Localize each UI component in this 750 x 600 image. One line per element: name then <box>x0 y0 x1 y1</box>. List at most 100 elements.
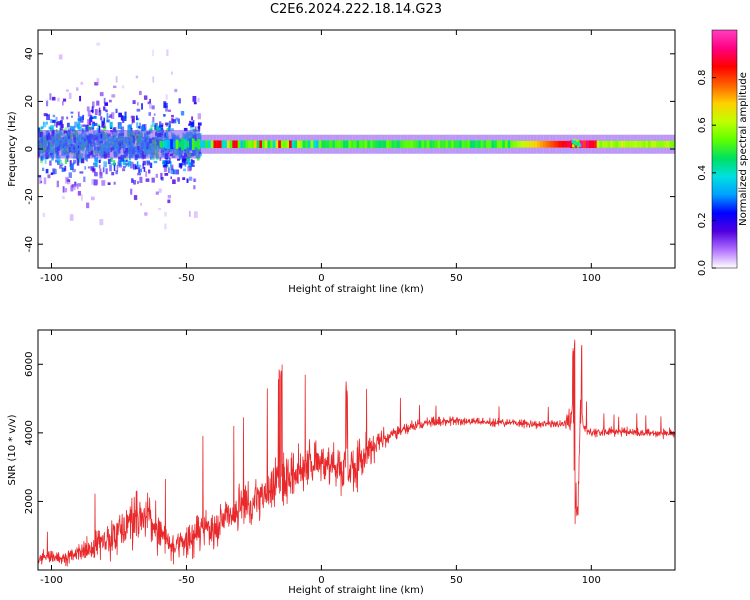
spectrogram-cell <box>168 120 171 128</box>
spectrogram-cell <box>137 172 142 176</box>
spectrogram-cell <box>170 176 172 179</box>
spectrogram-cell <box>496 140 500 149</box>
spectrogram-cell <box>161 124 164 131</box>
spectrogram-cell <box>70 111 74 114</box>
spectrogram-cell <box>218 140 222 149</box>
spectrogram-cell <box>324 140 327 149</box>
spectrogram-cell <box>577 140 580 144</box>
spectrogram-y-tick-label: 0 <box>24 146 35 152</box>
spectrogram-cell <box>178 98 181 104</box>
spectrogram-cell <box>123 116 127 122</box>
spectrogram-cell <box>205 140 209 149</box>
spectrogram-cell <box>226 140 230 149</box>
spectrogram-cell <box>402 140 406 149</box>
spectrogram-cell <box>73 159 77 164</box>
spectrogram-cell <box>615 140 619 148</box>
spectrogram-cell <box>488 140 492 149</box>
spectrogram-cell <box>171 114 174 118</box>
spectrogram-cell <box>80 81 84 85</box>
spectrogram-cell <box>183 139 187 150</box>
spectrogram-cell <box>73 185 76 191</box>
spectrogram-cell <box>122 119 125 123</box>
spectrogram-cell <box>193 185 196 190</box>
spectrogram-cell <box>197 125 201 132</box>
spectrogram-cell <box>461 140 465 149</box>
spectrogram-cell <box>307 140 311 149</box>
spectrogram-cell <box>591 140 595 149</box>
spectrogram-cell <box>118 112 122 118</box>
spectrogram-cell <box>664 140 668 148</box>
spectrogram-cell <box>93 115 97 119</box>
spectrogram-cell <box>136 102 139 106</box>
snr-x-label: Height of straight line (km) <box>288 585 424 596</box>
spectrogram-cell <box>55 121 58 128</box>
spectrogram-cell <box>134 165 139 170</box>
spectrogram-cell <box>113 85 117 89</box>
spectrogram-cell <box>43 121 47 128</box>
spectrogram-cell <box>645 140 649 148</box>
spectrogram-cell <box>480 140 484 149</box>
spectrogram-cell <box>567 140 570 148</box>
spectrogram-cell <box>109 129 113 159</box>
spectrogram-cell <box>136 108 141 112</box>
spectrogram-cell <box>128 129 132 159</box>
spectrogram-cell <box>67 182 71 185</box>
spectrogram-cell <box>131 115 136 123</box>
spectrogram-cell <box>64 158 68 165</box>
spectrogram-cell <box>299 140 303 149</box>
spectrogram-cell <box>154 129 158 159</box>
spectrogram-cell <box>137 181 139 185</box>
spectrogram-cell <box>39 177 42 184</box>
spectrogram-cell <box>599 140 603 148</box>
spectrogram-cell <box>88 114 93 117</box>
spectrogram-cell <box>108 99 112 103</box>
spectrogram-cell <box>136 161 139 169</box>
spectrogram-cell <box>157 129 162 159</box>
spectrogram-cell <box>171 71 173 75</box>
spectrogram-cell <box>185 156 189 159</box>
spectrogram-cell <box>175 139 179 149</box>
spectrogram-cell <box>186 178 189 183</box>
spectrogram-cell <box>111 112 115 119</box>
spectrogram-cell <box>122 168 126 172</box>
spectrogram-cell <box>80 157 85 164</box>
spectrogram-cell <box>118 160 122 166</box>
spectrogram-cell <box>122 129 126 159</box>
spectrogram-cell <box>59 125 64 131</box>
spectrogram-cell <box>187 165 192 172</box>
spectrogram-cell <box>39 131 43 138</box>
spectrogram-cell <box>94 157 99 162</box>
spectrogram-cell <box>564 140 568 148</box>
spectrogram-cell <box>84 166 87 170</box>
spectrogram-x-tick-label: 50 <box>450 273 463 284</box>
spectrogram-cell <box>232 140 236 149</box>
spectrogram-cell <box>120 115 124 121</box>
spectrogram-cell <box>93 162 98 168</box>
spectrogram-cell <box>405 140 408 149</box>
spectrogram-cell <box>504 140 508 149</box>
spectrogram-cell <box>448 140 452 149</box>
spectrogram-cell <box>523 140 527 148</box>
spectrogram-cell <box>50 172 54 175</box>
spectrogram-cell <box>149 162 153 169</box>
spectrogram-cell <box>193 101 197 105</box>
spectrogram-cell <box>571 140 574 144</box>
spectrogram-cell <box>264 140 268 149</box>
spectrogram-cell <box>73 129 77 159</box>
spectrogram-cell <box>650 140 654 148</box>
spectrogram-cell <box>115 76 118 83</box>
spectrogram-cell <box>297 140 300 149</box>
spectrogram-cell <box>45 101 49 107</box>
spectrogram-cell <box>105 168 108 175</box>
spectrogram-cell <box>41 129 45 159</box>
spectrogram-cell <box>94 82 99 86</box>
spectrogram-cell <box>103 97 106 104</box>
spectrogram-cell <box>183 168 187 172</box>
spectrogram-cell <box>194 211 198 218</box>
spectrogram-cell <box>141 129 145 159</box>
spectrogram-cell <box>197 113 201 120</box>
spectrogram-cell <box>91 123 95 129</box>
spectrogram-cell <box>52 119 56 123</box>
spectrogram-cell <box>202 140 206 149</box>
spectrogram-cell <box>78 157 82 163</box>
